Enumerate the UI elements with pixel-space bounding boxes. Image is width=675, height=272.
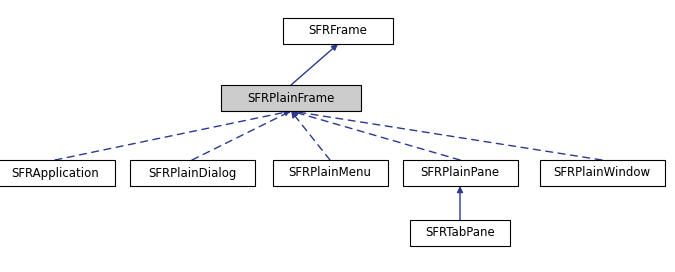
FancyBboxPatch shape: [130, 160, 254, 186]
Text: SFRPlainFrame: SFRPlainFrame: [247, 91, 335, 104]
FancyBboxPatch shape: [283, 18, 393, 44]
Text: SFRPlainWindow: SFRPlainWindow: [554, 166, 651, 180]
FancyBboxPatch shape: [273, 160, 387, 186]
Text: SFRPlainPane: SFRPlainPane: [421, 166, 500, 180]
FancyBboxPatch shape: [402, 160, 518, 186]
Text: SFRPlainMenu: SFRPlainMenu: [288, 166, 371, 180]
Text: SFRApplication: SFRApplication: [11, 166, 99, 180]
FancyBboxPatch shape: [539, 160, 664, 186]
Text: SFRPlainDialog: SFRPlainDialog: [148, 166, 236, 180]
FancyBboxPatch shape: [221, 85, 361, 111]
Text: SFRFrame: SFRFrame: [308, 24, 367, 38]
FancyBboxPatch shape: [0, 160, 115, 186]
Text: SFRTabPane: SFRTabPane: [425, 227, 495, 240]
FancyBboxPatch shape: [410, 220, 510, 246]
